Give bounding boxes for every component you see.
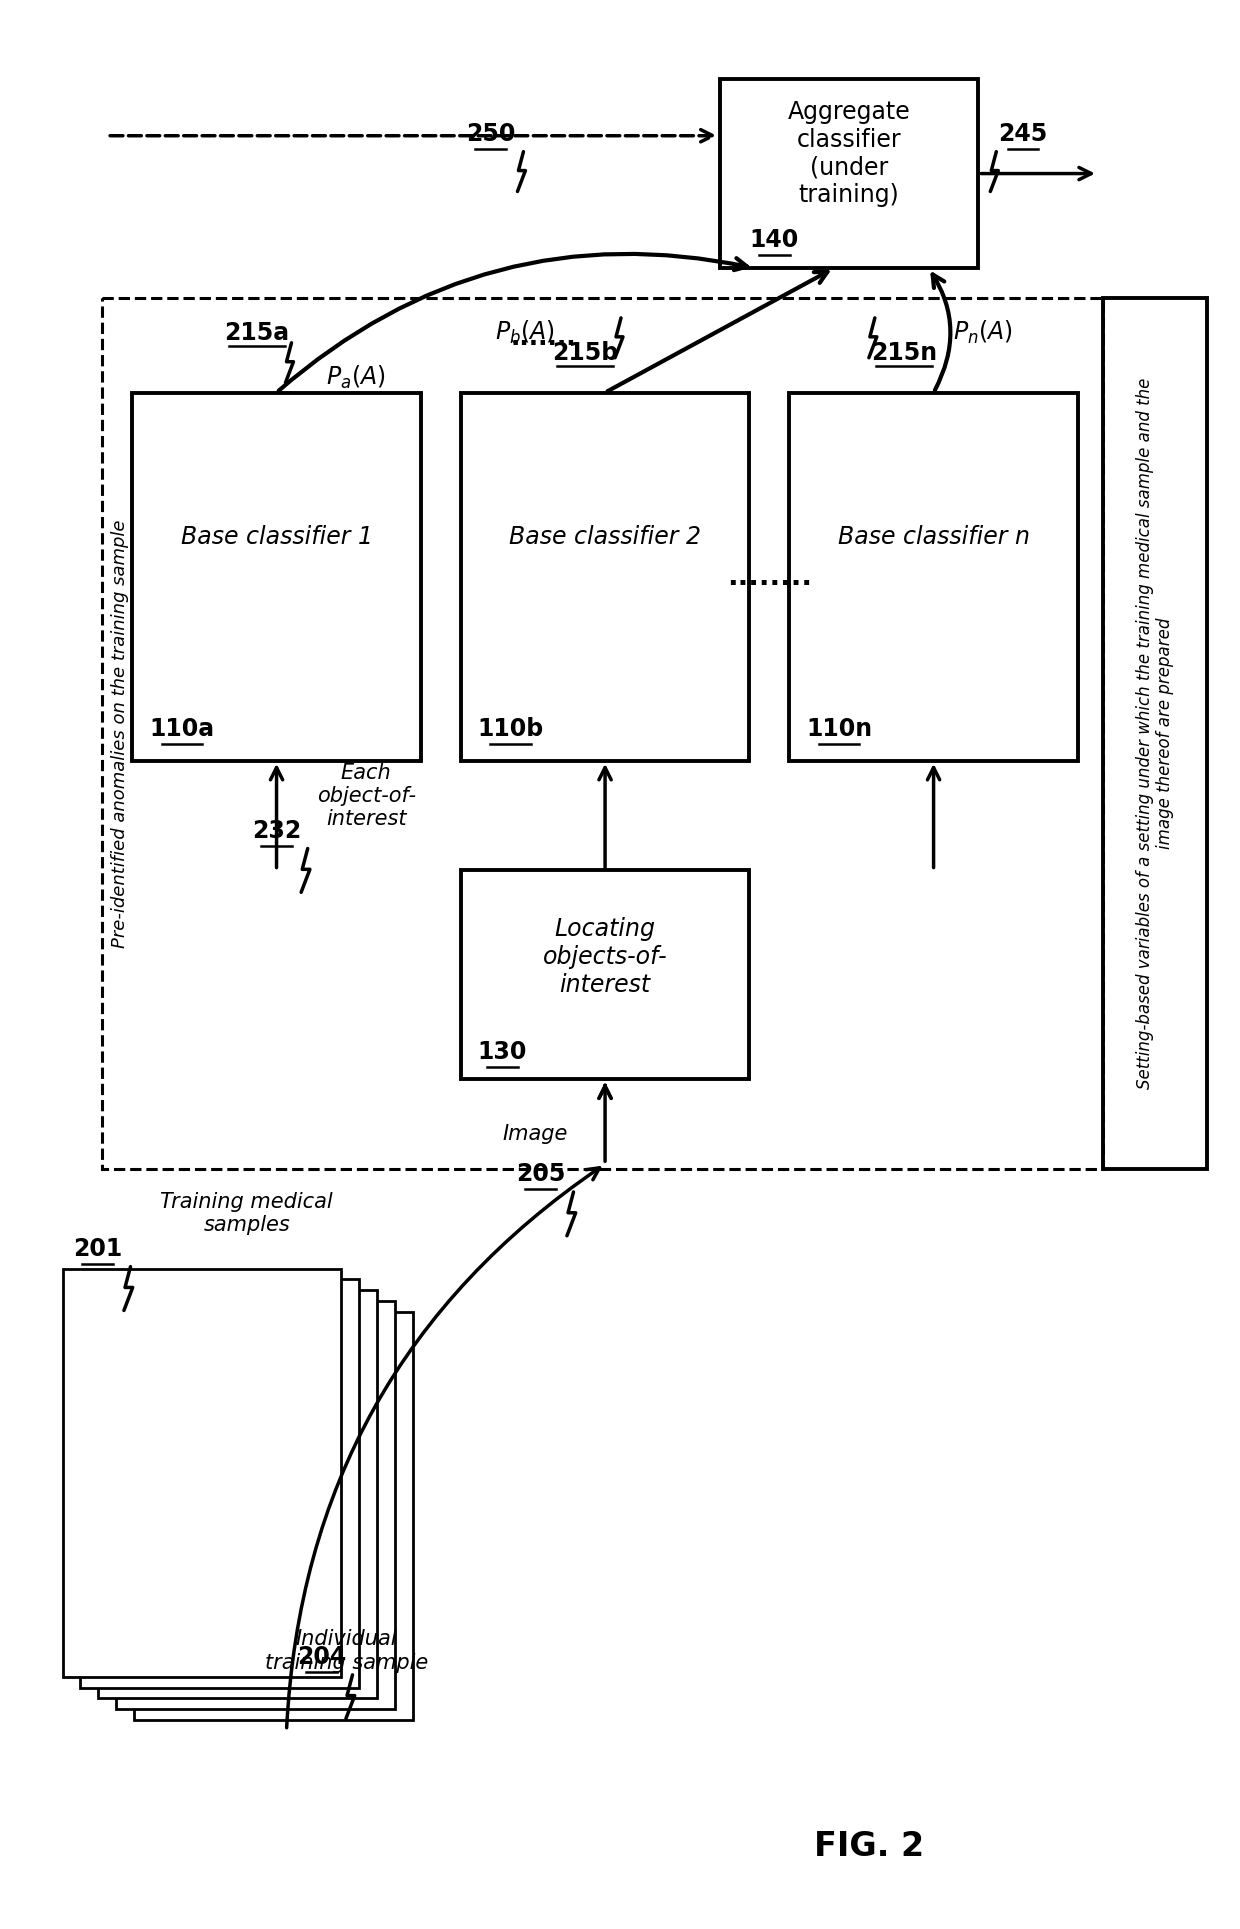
Text: Base classifier 2: Base classifier 2 xyxy=(510,525,701,550)
Text: Base classifier 1: Base classifier 1 xyxy=(181,525,372,550)
Bar xyxy=(133,394,420,760)
Text: 215b: 215b xyxy=(552,341,619,365)
Text: 140: 140 xyxy=(750,228,799,253)
Text: .......: ....... xyxy=(510,326,575,349)
Bar xyxy=(719,79,978,268)
Text: 205: 205 xyxy=(516,1161,565,1186)
Bar xyxy=(62,1269,341,1676)
Text: 215a: 215a xyxy=(224,320,289,345)
Bar xyxy=(1102,297,1208,1169)
Text: Base classifier n: Base classifier n xyxy=(837,525,1029,550)
Text: 130: 130 xyxy=(477,1040,527,1063)
Text: 215n: 215n xyxy=(870,341,936,365)
Bar xyxy=(98,1291,377,1698)
Text: 110b: 110b xyxy=(477,718,543,741)
Text: 110a: 110a xyxy=(149,718,215,741)
Text: $P_a(A)$: $P_a(A)$ xyxy=(326,365,386,392)
Text: Pre-identified anomalies on the training sample: Pre-identified anomalies on the training… xyxy=(112,519,129,947)
Text: $P_b(A)$: $P_b(A)$ xyxy=(496,318,556,347)
Text: 245: 245 xyxy=(998,122,1048,147)
Bar xyxy=(461,870,749,1080)
Text: Aggregate
classifier
(under
training): Aggregate classifier (under training) xyxy=(787,100,910,206)
Bar xyxy=(461,394,749,760)
Text: FIG. 2: FIG. 2 xyxy=(813,1829,924,1863)
Bar xyxy=(134,1312,413,1721)
Bar xyxy=(789,394,1078,760)
Text: Image: Image xyxy=(502,1125,568,1144)
Text: 201: 201 xyxy=(73,1236,122,1262)
Text: 110n: 110n xyxy=(806,718,872,741)
Text: Training medical
samples: Training medical samples xyxy=(160,1192,334,1235)
Text: 232: 232 xyxy=(252,818,301,843)
Bar xyxy=(103,297,1102,1169)
Text: Locating
objects-of-
interest: Locating objects-of- interest xyxy=(543,916,667,997)
Text: Each
object-of-
interest: Each object-of- interest xyxy=(316,762,415,829)
Text: 250: 250 xyxy=(466,122,516,147)
Text: Individual
training sample: Individual training sample xyxy=(264,1630,428,1672)
Text: $P_n(A)$: $P_n(A)$ xyxy=(954,318,1013,347)
Text: 204: 204 xyxy=(296,1645,346,1669)
Bar xyxy=(81,1279,360,1688)
Text: Setting-based variables of a setting under which the training medical sample and: Setting-based variables of a setting und… xyxy=(1136,378,1174,1090)
Text: ........: ........ xyxy=(727,563,812,590)
Bar xyxy=(117,1300,396,1709)
